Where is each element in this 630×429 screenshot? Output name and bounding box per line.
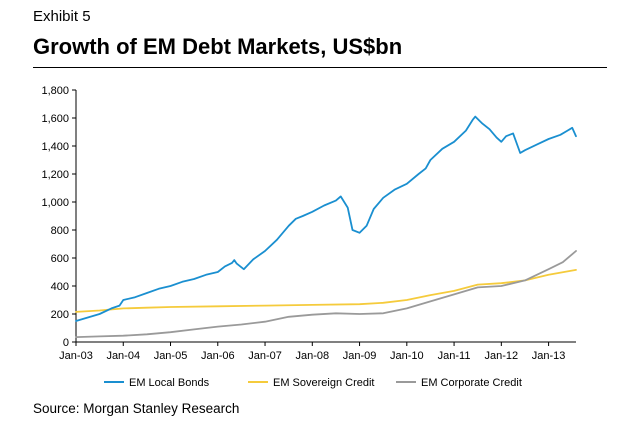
y-tick-label: 600 <box>51 253 69 265</box>
exhibit-label: Exhibit 5 <box>33 8 91 25</box>
y-tick-label: 1,000 <box>41 197 69 209</box>
chart-axes: 0 200 400 600 800 1,000 1,200 1,400 1,600 1,800 Ja… <box>41 85 576 362</box>
legend-label-em-sovereign-credit: EM Sovereign Credit <box>273 377 375 389</box>
source-note: Source: Morgan Stanley Research <box>33 401 240 416</box>
chart-series <box>75 115 577 339</box>
x-tick-label: Jan-08 <box>295 350 329 362</box>
y-tick-label: 1,600 <box>41 113 69 125</box>
series-line-em-corporate-credit <box>75 250 577 339</box>
y-tick-label: 1,800 <box>41 85 69 97</box>
y-tick-label: 800 <box>51 225 69 237</box>
x-tick-label: Jan-04 <box>106 350 140 362</box>
y-tick-label: 400 <box>51 281 69 293</box>
y-tick-label: 200 <box>51 309 69 321</box>
series-line-em-local-bonds <box>75 115 577 322</box>
x-tick-label: Jan-13 <box>532 350 566 362</box>
series-line-em-sovereign-credit <box>75 268 577 313</box>
legend-label-em-local-bonds: EM Local Bonds <box>129 377 210 389</box>
x-tick-label: Jan-05 <box>154 350 188 362</box>
x-tick-label: Jan-12 <box>485 350 519 362</box>
x-tick-label: Jan-09 <box>343 350 377 362</box>
x-tick-label: Jan-10 <box>390 350 424 362</box>
chart-title: Growth of EM Debt Markets, US$bn <box>33 34 403 59</box>
x-tick-label: Jan-03 <box>59 350 93 362</box>
legend-label-em-corporate-credit: EM Corporate Credit <box>421 377 522 389</box>
y-tick-label: 1,400 <box>41 141 69 153</box>
title-divider <box>33 67 607 68</box>
x-tick-label: Jan-07 <box>248 350 282 362</box>
y-tick-label: 1,200 <box>41 169 69 181</box>
x-tick-label: Jan-11 <box>438 350 471 362</box>
y-tick-label: 0 <box>63 337 69 349</box>
chart-legend: EM Local Bonds EM Sovereign Credit EM Corp… <box>104 377 522 389</box>
x-tick-label: Jan-06 <box>201 350 235 362</box>
